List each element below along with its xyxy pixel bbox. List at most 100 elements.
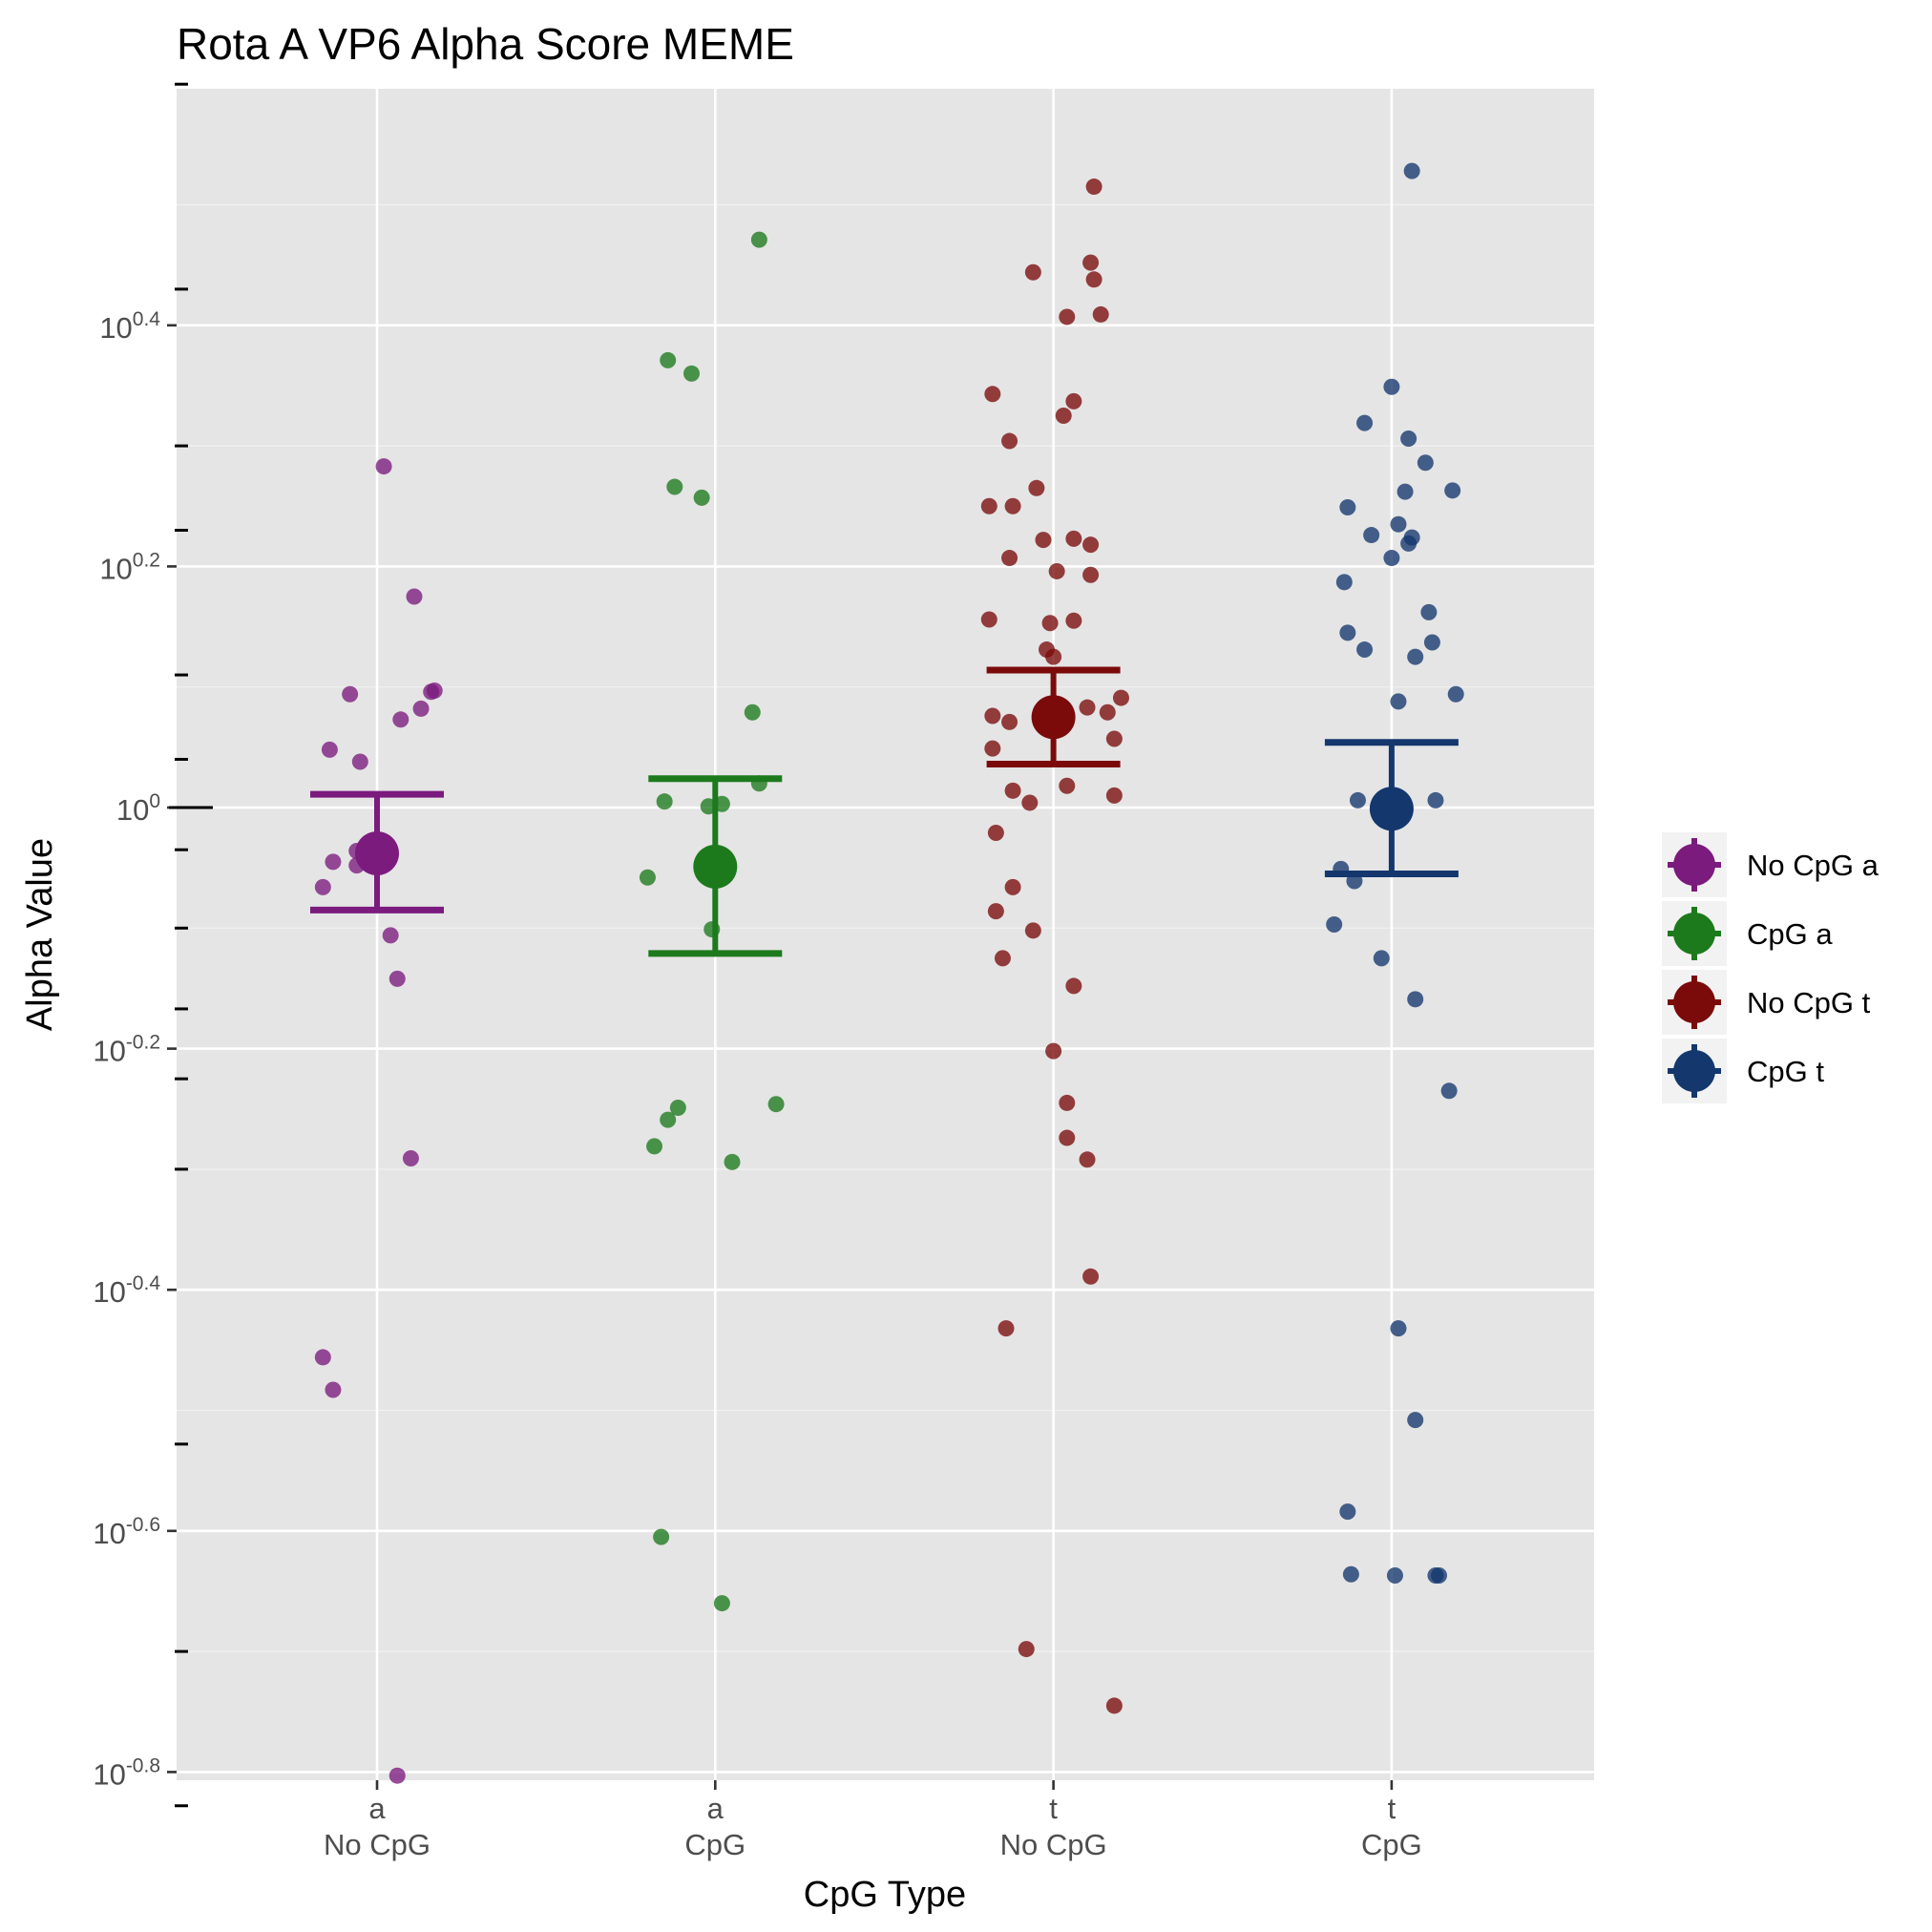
data-point-3-12: [1383, 550, 1400, 567]
data-point-2-18: [1082, 566, 1100, 583]
data-point-3-9: [1363, 527, 1380, 544]
x-tick-label-top: a: [707, 1792, 724, 1825]
data-point-3-30: [1407, 1412, 1424, 1429]
data-point-2-37: [987, 903, 1004, 920]
data-point-2-38: [1024, 922, 1041, 939]
data-point-0-18: [388, 1767, 406, 1784]
legend-key-dot-3: [1673, 1050, 1715, 1092]
data-point-3-17: [1356, 641, 1374, 659]
data-point-2-25: [1079, 699, 1096, 716]
data-point-1-1: [660, 351, 677, 368]
data-point-2-21: [1065, 612, 1082, 629]
data-point-2-5: [1059, 308, 1076, 326]
data-point-0-15: [402, 1150, 419, 1167]
legend-label-1: CpG a: [1747, 917, 1833, 951]
data-point-3-14: [1420, 603, 1438, 620]
data-point-1-0: [750, 231, 767, 248]
data-point-3-5: [1444, 482, 1461, 499]
y-axis: 100.4 100.2 100 10-0.2 10-0.4 10-0.6 10-0.8: [93, 82, 213, 1808]
data-point-2-44: [1079, 1151, 1096, 1168]
data-point-2-7: [1065, 392, 1082, 410]
x-tick-label-bottom: CpG: [1361, 1828, 1422, 1861]
data-point-3-8: [1390, 515, 1407, 533]
legend: No CpG a CpG a No CpG t CpG t: [1662, 832, 1880, 1103]
data-point-3-11: [1400, 535, 1418, 552]
x-tick-label-bottom: No CpG: [324, 1828, 430, 1861]
data-point-3-2: [1356, 414, 1374, 431]
data-point-0-7: [321, 741, 338, 758]
data-point-2-4: [1092, 305, 1109, 323]
x-tick-label-top: a: [368, 1792, 386, 1825]
data-point-1-13: [669, 1099, 686, 1116]
y-tick-label: 10-0.2: [93, 1032, 160, 1068]
data-point-1-14: [660, 1111, 677, 1128]
data-point-3-4: [1417, 454, 1434, 472]
mean-point-1: [693, 844, 738, 889]
data-point-2-9: [1001, 432, 1018, 450]
data-point-1-2: [682, 365, 700, 382]
data-point-3-6: [1396, 483, 1414, 500]
data-point-2-3: [1085, 271, 1102, 288]
data-point-1-18: [713, 1595, 730, 1612]
data-point-1-12: [767, 1096, 785, 1113]
grid-lines: [177, 89, 1594, 1780]
data-point-2-30: [984, 740, 1001, 757]
legend-key-dot-0: [1673, 844, 1715, 886]
data-point-2-15: [1082, 536, 1100, 554]
data-point-2-12: [1004, 497, 1021, 514]
mean-point-2: [1031, 695, 1076, 740]
data-point-1-7: [656, 793, 673, 810]
data-point-2-43: [1059, 1129, 1076, 1146]
data-point-2-36: [1004, 878, 1021, 895]
data-point-2-8: [1055, 408, 1072, 425]
legend-key-dot-1: [1673, 913, 1715, 955]
data-point-2-34: [1021, 794, 1039, 811]
data-point-3-31: [1339, 1503, 1356, 1521]
legend-label-2: No CpG t: [1747, 986, 1871, 1019]
data-point-1-16: [724, 1153, 741, 1170]
data-point-2-10: [1028, 479, 1045, 496]
data-point-0-16: [314, 1349, 331, 1366]
data-point-3-3: [1400, 430, 1418, 448]
y-tick-label: 100: [116, 790, 160, 827]
summary-errorbars: [310, 666, 1459, 957]
data-point-2-26: [1099, 704, 1116, 721]
data-point-3-33: [1386, 1567, 1403, 1585]
data-point-0-13: [382, 927, 399, 944]
data-point-3-16: [1423, 634, 1440, 651]
data-point-2-48: [1105, 1697, 1123, 1714]
mean-point-0: [355, 830, 399, 875]
legend-label-0: No CpG a: [1747, 849, 1880, 882]
data-point-3-1: [1383, 378, 1400, 395]
data-point-0-6: [392, 711, 410, 728]
data-point-3-19: [1447, 685, 1464, 703]
data-point-1-5: [744, 704, 761, 721]
data-point-0-12: [314, 878, 331, 895]
data-point-0-1: [406, 588, 423, 605]
data-point-2-40: [1065, 977, 1082, 995]
data-point-2-27: [984, 707, 1001, 724]
x-tick-label-top: t: [1388, 1792, 1396, 1825]
data-point-3-28: [1440, 1082, 1458, 1100]
data-point-2-24: [1112, 689, 1129, 706]
data-point-1-3: [666, 478, 683, 495]
data-point-2-0: [1085, 178, 1102, 196]
data-point-2-11: [980, 497, 998, 514]
data-point-2-41: [1045, 1042, 1062, 1060]
data-point-1-10: [639, 869, 656, 886]
data-point-3-15: [1339, 624, 1356, 641]
mean-point-3: [1369, 787, 1414, 831]
data-point-3-21: [1349, 791, 1366, 808]
data-point-3-29: [1390, 1320, 1407, 1337]
y-axis-title: Alpha Value: [20, 838, 60, 1031]
data-point-3-35: [1431, 1567, 1448, 1585]
data-point-2-13: [1035, 532, 1052, 549]
data-point-0-8: [351, 753, 368, 770]
y-tick-label: 100.2: [99, 549, 160, 585]
data-point-2-39: [994, 950, 1011, 967]
data-point-3-18: [1407, 648, 1424, 665]
data-point-2-19: [980, 611, 998, 628]
y-tick-label: 10-0.4: [93, 1272, 160, 1309]
